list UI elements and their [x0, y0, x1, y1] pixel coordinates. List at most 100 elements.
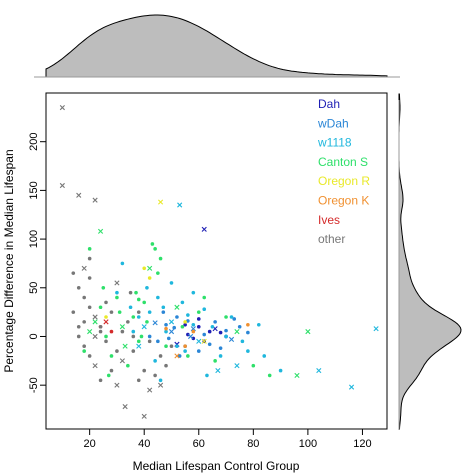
point-other: [153, 373, 157, 378]
point-oregon-k: [191, 329, 196, 334]
point-other: [157, 382, 164, 388]
point-wdah: [161, 310, 166, 314]
point-w1118: [153, 359, 157, 363]
point-w1118: [177, 202, 183, 208]
point-w1118: [175, 344, 179, 349]
point-other: [87, 256, 92, 261]
point-wdah: [166, 336, 171, 341]
point-other: [147, 387, 153, 393]
y-tick-label: 50: [28, 282, 40, 294]
x-axis: 20 40 60 80 100 120: [84, 429, 372, 450]
point-w1118: [180, 300, 185, 305]
point-canton-s: [126, 363, 130, 368]
point-w1118: [234, 363, 240, 369]
point-canton-s: [104, 334, 108, 339]
point-canton-s: [122, 343, 128, 349]
point-other: [131, 349, 136, 353]
point-w1118: [164, 329, 168, 334]
x-tick-label: 80: [247, 438, 259, 450]
point-other: [92, 333, 98, 340]
point-canton-s: [267, 373, 272, 378]
point-other: [131, 334, 136, 339]
point-w1118: [262, 354, 267, 358]
point-canton-s: [117, 310, 122, 314]
point-w1118: [120, 261, 125, 266]
point-canton-s: [180, 324, 185, 329]
top-marginal-density: [34, 14, 400, 78]
point-other: [128, 290, 133, 295]
y-tick-label: 200: [28, 133, 40, 151]
point-wdah: [224, 328, 228, 333]
point-other: [98, 324, 103, 329]
point-other: [76, 334, 81, 339]
point-other: [115, 349, 119, 353]
point-canton-s: [164, 344, 168, 349]
point-canton-s: [224, 315, 228, 319]
point-canton-s: [142, 300, 147, 305]
point-canton-s: [294, 372, 300, 379]
point-canton-s: [153, 247, 157, 251]
point-other: [120, 329, 125, 334]
point-dah: [191, 336, 196, 341]
x-axis-label: Median Lifespan Control Group: [133, 459, 300, 473]
point-other: [119, 358, 125, 364]
point-w1118: [131, 329, 136, 334]
point-wdah: [168, 329, 175, 335]
point-w1118: [278, 368, 283, 373]
point-dah: [201, 226, 207, 232]
point-other: [71, 271, 76, 275]
point-canton-s: [87, 329, 93, 335]
plot-frame: [45, 92, 388, 430]
point-w1118: [256, 322, 261, 327]
top-density-curve: [45, 14, 388, 78]
point-other: [104, 339, 108, 344]
point-wdah: [175, 315, 179, 319]
point-canton-s: [156, 271, 160, 275]
point-oregon-r: [201, 338, 207, 344]
point-wdah: [196, 349, 201, 353]
point-other: [114, 280, 120, 286]
right-marginal-density: [398, 93, 462, 430]
point-wdah: [177, 354, 182, 358]
point-other: [114, 382, 120, 388]
x-tick-label: 20: [84, 438, 96, 450]
y-tick-label: 100: [28, 230, 40, 248]
point-canton-s: [158, 256, 163, 261]
point-canton-s: [115, 295, 119, 300]
point-canton-s: [98, 305, 103, 310]
point-other: [98, 329, 103, 334]
point-wdah: [218, 346, 223, 350]
point-other: [98, 378, 103, 383]
point-w1118: [168, 319, 175, 325]
point-w1118: [218, 354, 223, 358]
point-w1118: [240, 339, 245, 344]
point-w1118: [161, 305, 166, 310]
point-w1118: [196, 338, 202, 344]
point-other: [82, 320, 86, 324]
legend-entry: Ives: [318, 213, 340, 227]
point-w1118: [136, 315, 141, 319]
y-axis: -50 0 50 100 150 200: [28, 133, 46, 393]
point-other: [59, 182, 65, 189]
point-dah: [207, 329, 212, 334]
point-other: [87, 354, 92, 358]
point-other: [158, 354, 163, 358]
point-canton-s: [186, 354, 190, 358]
point-wdah: [246, 330, 250, 335]
point-w1118: [246, 349, 250, 353]
point-other: [71, 310, 76, 314]
point-other: [122, 404, 128, 410]
point-canton-s: [145, 320, 149, 324]
x-tick-label: 100: [299, 438, 317, 450]
point-other: [59, 105, 65, 111]
point-w1118: [202, 307, 207, 312]
point-dah: [196, 324, 201, 329]
point-w1118: [316, 367, 322, 374]
point-other: [87, 276, 92, 280]
point-wdah: [187, 333, 194, 340]
legend-entry: other: [318, 232, 345, 246]
point-canton-s: [150, 242, 155, 246]
point-canton-s: [97, 228, 104, 234]
point-w1118: [191, 322, 196, 327]
